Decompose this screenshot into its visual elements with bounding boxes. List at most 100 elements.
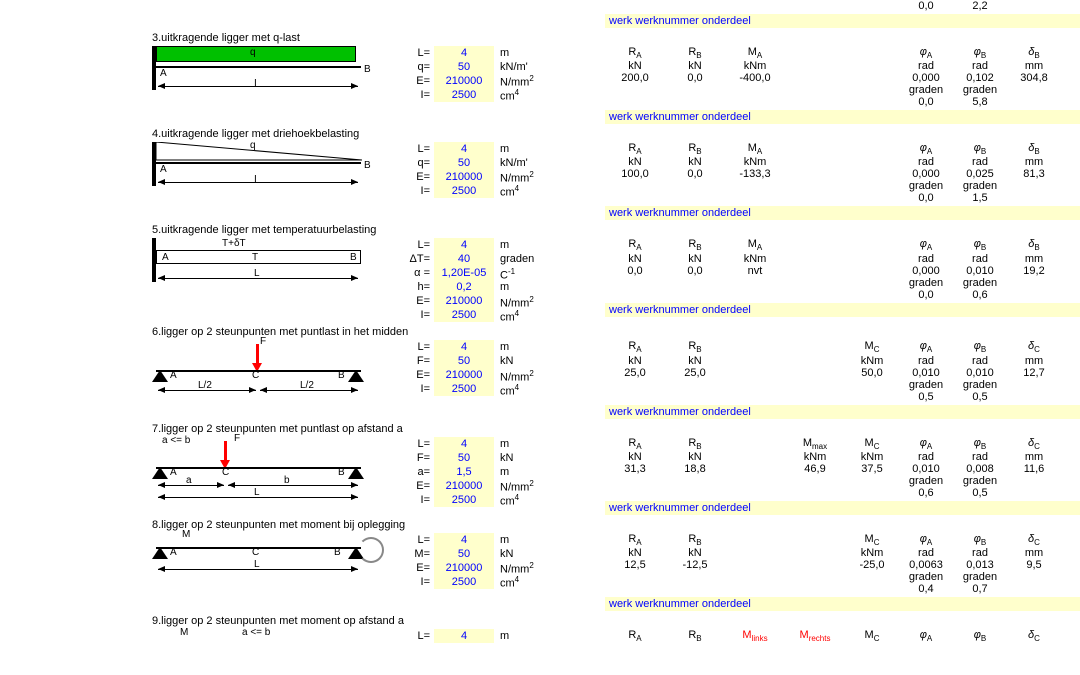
result-header: [1061, 629, 1080, 643]
result-extra: [785, 289, 845, 301]
param-value[interactable]: 4: [434, 437, 494, 451]
result-extra: [725, 84, 785, 96]
result-unit: rad: [953, 60, 1007, 72]
result-header: RB: [665, 142, 725, 156]
param-unit: cm4: [494, 381, 519, 399]
param-unit: m: [494, 46, 509, 60]
result-unit: mm: [1007, 547, 1061, 559]
result-extra: [1061, 571, 1080, 583]
param-value[interactable]: 210000: [434, 479, 494, 493]
result-header: [1061, 238, 1080, 252]
result-extra: [665, 180, 725, 192]
result-header: [1061, 46, 1080, 60]
result-header: Mlinks: [725, 629, 785, 643]
result-extra: 0,5: [953, 391, 1007, 403]
result-header: A: [899, 629, 953, 643]
param-value[interactable]: 50: [434, 451, 494, 465]
param-value[interactable]: 1,20E-05: [434, 266, 494, 280]
result-extra: [605, 583, 665, 595]
result-extra: [725, 277, 785, 289]
param-label: E=: [390, 368, 434, 382]
param-value[interactable]: 2500: [434, 184, 494, 198]
result-header: A: [899, 340, 953, 354]
result-extra: [665, 84, 725, 96]
results: RARBMAABBkNkNkNmradradmm200,00,0-400,00,…: [605, 46, 1080, 124]
result-extra: [1007, 277, 1061, 289]
result-header: MA: [725, 238, 785, 252]
param-value[interactable]: 2500: [434, 382, 494, 396]
param-value[interactable]: 210000: [434, 368, 494, 382]
result-unit: kN: [665, 60, 725, 72]
result-value: [845, 265, 899, 277]
result-extra: [1061, 84, 1080, 96]
result-value: 200,0: [605, 72, 665, 84]
result-value: 12,7: [1007, 367, 1061, 379]
param-value[interactable]: 4: [434, 142, 494, 156]
result-header: B: [953, 46, 1007, 60]
result-extra: [845, 571, 899, 583]
param-unit: cm4: [494, 491, 519, 509]
result-extra: [785, 391, 845, 403]
result-header: C: [1007, 437, 1061, 451]
result-extra: 0,5: [953, 487, 1007, 499]
param-value[interactable]: 4: [434, 629, 494, 643]
param-value[interactable]: 4: [434, 340, 494, 354]
result-unit: kN: [605, 156, 665, 168]
param-label: L=: [390, 46, 434, 60]
param-value[interactable]: 4: [434, 533, 494, 547]
werk-row: werk werknummer onderdeel: [605, 14, 1080, 28]
result-unit: rad: [953, 451, 1007, 463]
param-value[interactable]: 210000: [434, 74, 494, 88]
param-value[interactable]: 50: [434, 156, 494, 170]
result-header: B: [953, 437, 1007, 451]
param-label: E=: [390, 170, 434, 184]
param-value[interactable]: 2500: [434, 575, 494, 589]
result-header: RB: [665, 437, 725, 451]
result-extra: [845, 487, 899, 499]
page: 0,0 2,2 werk werknummer onderdeel 3.uitk…: [0, 0, 1080, 663]
param-value[interactable]: 50: [434, 547, 494, 561]
result-extra: [665, 289, 725, 301]
params: L= 4 mq= 50 kN/m'E= 210000 N/mm2I= 2500 …: [390, 46, 605, 102]
result-extra: [845, 180, 899, 192]
param-value[interactable]: 2500: [434, 308, 494, 322]
param-value[interactable]: 4: [434, 46, 494, 60]
param-value[interactable]: 1,5: [434, 465, 494, 479]
param-row: I= 2500 cm4: [390, 382, 605, 396]
result-header: RA: [605, 340, 665, 354]
result-extra: [665, 487, 725, 499]
param-value[interactable]: 2500: [434, 88, 494, 102]
param-value[interactable]: 210000: [434, 170, 494, 184]
param-label: E=: [390, 294, 434, 308]
section-title: 6.ligger op 2 steunpunten met puntlast i…: [0, 326, 1080, 338]
result-header: [1061, 340, 1080, 354]
result-value: [1061, 168, 1080, 180]
param-value[interactable]: 210000: [434, 561, 494, 575]
param-value[interactable]: 40: [434, 252, 494, 266]
result-header: [785, 533, 845, 547]
result-unit: kN: [605, 253, 665, 265]
result-extra: [1007, 84, 1061, 96]
section-title: 7.ligger op 2 steunpunten met puntlast o…: [0, 423, 1080, 435]
result-unit: [785, 547, 845, 559]
result-header: RA: [605, 533, 665, 547]
param-value[interactable]: 2500: [434, 493, 494, 507]
param-value[interactable]: 50: [434, 354, 494, 368]
param-value[interactable]: 4: [434, 238, 494, 252]
result-value: -133,3: [725, 168, 785, 180]
result-extra: graden: [899, 84, 953, 96]
result-extra: [1007, 583, 1061, 595]
result-value: 0,0063: [899, 559, 953, 571]
results: RARBMmaxMCABCkNkNkNmkNmradradmm31,318,84…: [605, 437, 1080, 515]
param-value[interactable]: 210000: [434, 294, 494, 308]
result-header: RA: [605, 142, 665, 156]
result-unit: kNm: [725, 60, 785, 72]
result-header: [725, 533, 785, 547]
result-extra: [1007, 180, 1061, 192]
params: L= 4 mM= 50 kNE= 210000 N/mm2I= 2500 cm4: [390, 533, 605, 589]
param-value[interactable]: 0,2: [434, 280, 494, 294]
result-extra: [605, 84, 665, 96]
result-value: 0,0: [665, 265, 725, 277]
result-extra: [605, 571, 665, 583]
param-value[interactable]: 50: [434, 60, 494, 74]
